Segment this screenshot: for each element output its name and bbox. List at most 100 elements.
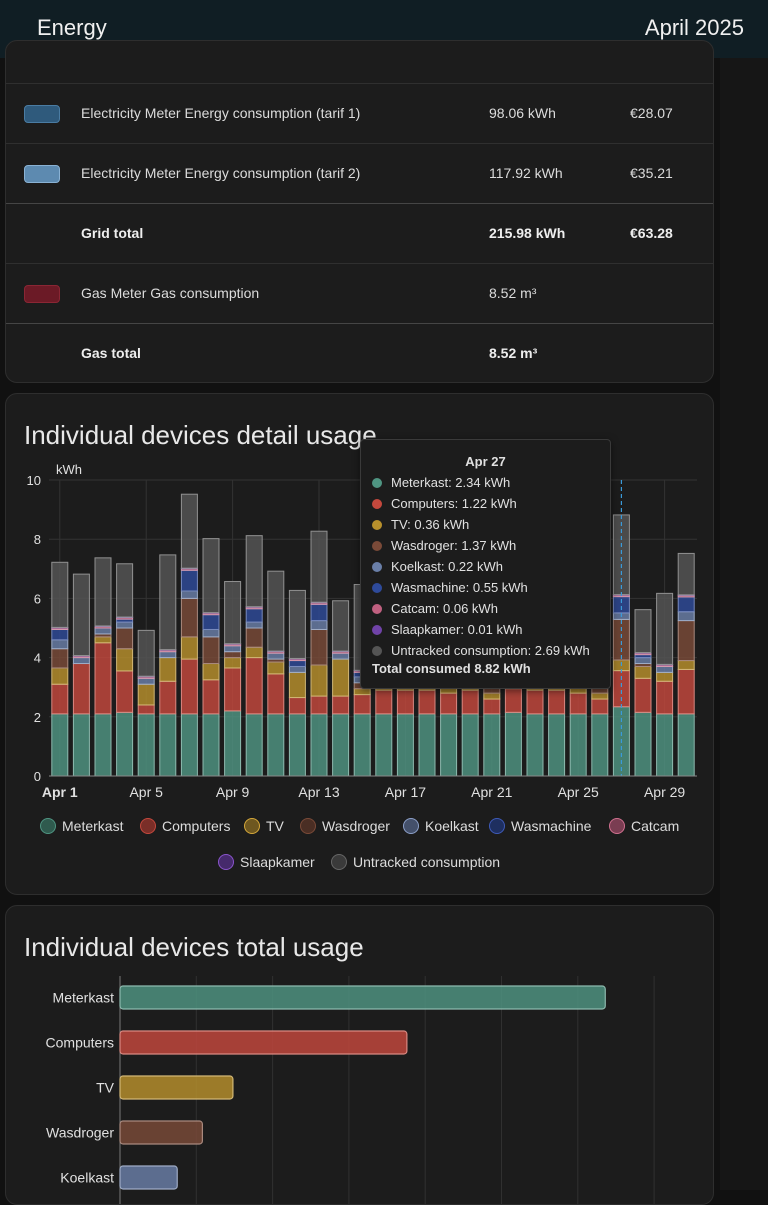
bar-segment — [310, 664, 328, 697]
legend-catcam[interactable]: Catcam — [609, 818, 679, 834]
bar-segment — [245, 608, 263, 623]
bar-segment — [353, 694, 371, 715]
bar-segment — [51, 628, 69, 641]
bar-segment — [656, 671, 674, 682]
page-title: Energy — [37, 15, 107, 40]
bar-segment — [656, 680, 674, 715]
y-tick-label: 0 — [34, 769, 41, 784]
y-axis-label: kWh — [56, 462, 82, 477]
bar-segment — [677, 660, 695, 670]
legend-dot — [331, 854, 347, 870]
bar-segment — [677, 668, 695, 715]
y-tick-label: 2 — [34, 710, 41, 725]
row-label: Gas Meter Gas consumption — [81, 285, 260, 301]
category-label: Koelkast — [60, 1170, 114, 1186]
bar-segment — [267, 713, 285, 777]
tooltip-dot — [372, 603, 382, 614]
color-swatch — [24, 105, 60, 123]
legend-slaapkamer[interactable]: Slaapkamer — [218, 854, 315, 870]
bar-segment — [180, 590, 198, 599]
period-selector[interactable]: April 2025 — [644, 15, 744, 40]
tooltip-line: Meterkast: 2.34 kWh — [372, 475, 510, 490]
tooltip-text: Slaapkamer: 0.01 kWh — [391, 622, 523, 637]
legend-meterkast[interactable]: Meterkast — [40, 818, 123, 834]
bar-segment — [116, 627, 134, 650]
bar-segment — [548, 713, 566, 777]
tooltip-dot — [372, 498, 382, 509]
bar-segment — [51, 648, 69, 669]
row-value: 8.52 m³ — [489, 285, 537, 301]
bar-segment — [159, 713, 177, 777]
bar-segment — [288, 671, 306, 699]
bar-segment — [116, 711, 134, 777]
bar-segment — [677, 611, 695, 622]
bar-segment — [656, 713, 674, 777]
bar-segment — [634, 657, 652, 665]
color-swatch — [24, 165, 60, 183]
tooltip-line: Koelkast: 0.22 kWh — [372, 559, 503, 574]
bar-segment — [677, 620, 695, 662]
bar-segment — [267, 570, 285, 652]
bar-segment — [634, 665, 652, 679]
bar-segment — [94, 627, 112, 635]
grid-total-row: Grid total 215.98 kWh €63.28 — [6, 203, 713, 264]
bar-segment — [591, 698, 609, 715]
bar-segment — [224, 710, 242, 777]
legend-untracked[interactable]: Untracked consumption — [331, 854, 500, 870]
legend-computers[interactable]: Computers — [140, 818, 230, 834]
y-tick-label: 8 — [34, 532, 41, 547]
bar-segment — [159, 680, 177, 715]
tooltip-line: Untracked consumption: 2.69 kWh — [372, 643, 590, 658]
bar-segment — [310, 695, 328, 715]
bar-segment — [180, 493, 198, 569]
legend-dot — [244, 818, 260, 834]
bar-segment — [396, 713, 414, 777]
bar-segment — [224, 657, 242, 669]
gas-total-row: Gas total 8.52 m³ — [6, 323, 713, 382]
legend-koelkast[interactable]: Koelkast — [403, 818, 479, 834]
bar-segment — [656, 665, 674, 673]
tooltip-dot — [372, 645, 382, 656]
bar-segment — [634, 677, 652, 713]
row-value: 215.98 kWh — [489, 225, 566, 241]
bar-segment — [180, 597, 198, 638]
legend-dot — [218, 854, 234, 870]
x-tick-label: Apr 17 — [385, 784, 426, 800]
bar-segment — [180, 658, 198, 715]
tooltip-line: TV: 0.36 kWh — [372, 517, 469, 532]
bar-segment — [332, 658, 350, 697]
legend-tv[interactable]: TV — [244, 818, 284, 834]
legend-label: Untracked consumption — [353, 854, 501, 870]
bar-segment — [51, 639, 69, 650]
tooltip-text: Wasmachine: 0.55 kWh — [391, 580, 528, 595]
table-row: Electricity Meter Energy consumption (ta… — [6, 143, 713, 204]
bar-segment — [332, 695, 350, 715]
tooltip-dot — [372, 561, 382, 572]
tooltip-text: Untracked consumption: 2.69 kWh — [391, 643, 590, 658]
bar-segment — [180, 569, 198, 592]
legend-wasmachine[interactable]: Wasmachine — [489, 818, 591, 834]
card-title: Individual devices detail usage — [24, 420, 377, 450]
y-tick-label: 4 — [34, 651, 41, 666]
bar-segment — [202, 614, 220, 630]
bar-segment — [202, 538, 220, 614]
bar-segment — [72, 663, 90, 715]
legend-wasdroger[interactable]: Wasdroger — [300, 818, 390, 834]
grid-consumption-card: Electricity Meter Energy consumption (ta… — [5, 40, 714, 383]
bar-segment — [245, 535, 263, 608]
bar-segment — [656, 592, 674, 665]
bar-segment — [224, 581, 242, 645]
tooltip-dot — [372, 519, 382, 530]
table-row: Gas Meter Gas consumption 8.52 m³ — [6, 263, 713, 324]
side-gutter — [720, 58, 768, 1190]
legend-dot — [403, 818, 419, 834]
legend-label: Meterkast — [62, 818, 124, 834]
bar-segment — [677, 713, 695, 777]
bar-segment — [180, 636, 198, 660]
tooltip-line: Computers: 1.22 kWh — [372, 496, 517, 511]
legend-dot — [609, 818, 625, 834]
total-usage-chart[interactable]: MeterkastComputersTVWasdrogerKoelkastWas… — [6, 976, 713, 1205]
chart-tooltip: Apr 27 Meterkast: 2.34 kWh Computers: 1.… — [360, 439, 611, 689]
x-tick-label: Apr 13 — [298, 784, 339, 800]
legend-dot — [489, 818, 505, 834]
